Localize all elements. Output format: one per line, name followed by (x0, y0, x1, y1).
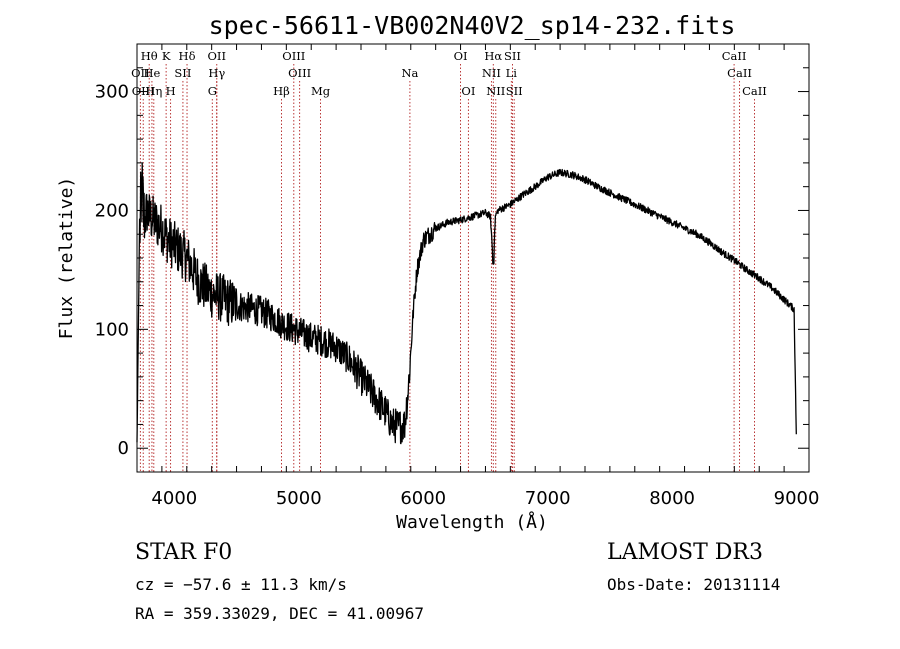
line-label-He: He (144, 66, 161, 80)
line-label-SII: SII (174, 66, 191, 80)
line-label-Hθ: Hθ (141, 49, 158, 63)
line-label-SII: SII (504, 49, 521, 63)
y-tick-label: 300 (95, 82, 129, 103)
x-tick-label: 6000 (400, 488, 446, 509)
line-label-K: K (162, 49, 171, 63)
x-tick-label: 7000 (525, 488, 571, 509)
line-label-H: H (166, 84, 176, 98)
line-label-Hη: Hη (145, 84, 162, 98)
x-tick-label: 9000 (774, 488, 820, 509)
object-class: STAR F0 (135, 540, 233, 565)
line-label-CaII: CaII (727, 66, 752, 80)
y-tick-label: 0 (118, 438, 129, 459)
line-label-Mg: Mg (311, 84, 331, 98)
line-label-Na: Na (401, 66, 418, 80)
y-axis-label: Flux (relative) (56, 177, 77, 340)
line-label-CaII: CaII (742, 84, 767, 98)
y-tick-label: 200 (95, 200, 129, 221)
line-label-OIII: OIII (288, 66, 311, 80)
chart-title: spec-56611-VB002N40V2_sp14-232.fits (209, 11, 736, 40)
line-label-Li: Li (506, 66, 518, 80)
line-markers (139, 64, 755, 472)
line-label-NII: NII (482, 66, 501, 80)
line-label-Hα: Hα (484, 49, 502, 63)
line-label-OII: OII (131, 66, 150, 80)
line-label-OI: OI (454, 49, 468, 63)
x-tick-label: 4000 (151, 488, 197, 509)
line-label-OIII: OIII (282, 49, 305, 63)
observation-date: Obs-Date: 20131114 (607, 575, 781, 594)
line-label-Hδ: Hδ (179, 49, 196, 63)
line-label-Hβ: Hβ (273, 84, 290, 98)
sky-coordinates: RA = 359.33029, DEC = 41.00967 (135, 604, 424, 623)
survey-name: LAMOST DR3 (607, 540, 763, 565)
line-label-OI: OI (461, 84, 475, 98)
redshift-velocity: cz = −57.6 ± 11.3 km/s (135, 575, 347, 594)
line-label-OII: OII (208, 49, 227, 63)
line-label-G: G (208, 84, 217, 98)
line-label-CaII: CaII (722, 49, 747, 63)
line-label-NII: NII (486, 84, 505, 98)
spectrum-line (136, 163, 797, 445)
line-label-Hγ: Hγ (208, 66, 225, 80)
axis-ticks (136, 43, 810, 473)
plot-frame (136, 43, 810, 473)
x-tick-label: 8000 (649, 488, 695, 509)
y-tick-label: 100 (95, 319, 129, 340)
line-label-SII: SII (506, 84, 523, 98)
x-tick-label: 5000 (276, 488, 322, 509)
axis-tick-labels: 4000 5000 6000 7000 8000 9000 0 100 200 300 (95, 82, 820, 509)
x-axis-label: Wavelength (Å) (396, 511, 548, 533)
